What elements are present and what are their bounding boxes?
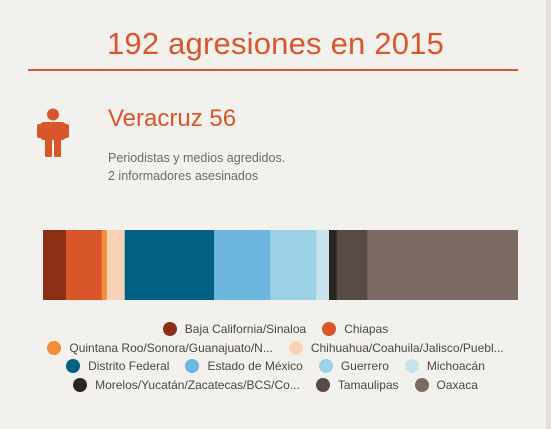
bar-segment-8 bbox=[316, 230, 330, 300]
bar-segment-1 bbox=[43, 230, 67, 300]
person-icon bbox=[37, 108, 69, 157]
legend-label: Guerrero bbox=[340, 359, 389, 374]
legend-swatch bbox=[322, 322, 337, 337]
legend-label: Michoacán bbox=[426, 359, 485, 374]
title-divider bbox=[28, 69, 518, 71]
legend-label: Tamaulipas bbox=[337, 377, 399, 392]
legend-item[interactable]: Chiapas bbox=[322, 322, 389, 337]
legend-swatch bbox=[315, 377, 330, 392]
legend-swatch bbox=[414, 377, 429, 392]
panel-edge bbox=[546, 0, 551, 429]
bar-segment-2 bbox=[65, 230, 103, 300]
legend-label: Distrito Federal bbox=[88, 359, 170, 374]
legend-item[interactable]: Estado de México bbox=[185, 359, 303, 374]
legend-swatch bbox=[318, 359, 333, 374]
legend-label: Estado de México bbox=[207, 359, 303, 374]
legend-row: Quintana Roo/Sonora/Guanajuato/N... Chihu… bbox=[0, 339, 551, 358]
chart-title: 192 agresiones en 2015 bbox=[106, 26, 445, 61]
legend-label: Chihuahua/Coahuila/Jalisco/Puebl... bbox=[310, 340, 504, 355]
bar-segment-10 bbox=[336, 230, 368, 300]
legend-swatch bbox=[404, 359, 419, 374]
legend-item[interactable]: Chihuahua/Coahuila/Jalisco/Puebl... bbox=[288, 340, 504, 355]
description-line: Periodistas y medios agredidos. bbox=[108, 151, 286, 165]
legend-row: Morelos/Yucatán/Zacatecas/BCS/Co... Tamau… bbox=[0, 376, 551, 395]
bar-segment-3 bbox=[101, 230, 108, 300]
legend-item[interactable]: Quintana Roo/Sonora/Guanajuato/N... bbox=[47, 340, 273, 355]
legend-swatch bbox=[66, 359, 81, 374]
legend-swatch bbox=[185, 359, 200, 374]
legend-row: Distrito Federal Estado de México Guerrero… bbox=[0, 357, 551, 376]
legend-swatch bbox=[47, 340, 62, 355]
bar-segment-6 bbox=[214, 230, 271, 300]
legend-item[interactable]: Baja California/Sinaloa bbox=[162, 322, 307, 337]
description-line: 2 informadores asesinados bbox=[108, 169, 259, 183]
legend-swatch bbox=[162, 322, 177, 337]
legend-swatch bbox=[73, 377, 88, 392]
state-headline: Veracruz 56 bbox=[108, 105, 237, 132]
legend-label: Chiapas bbox=[344, 322, 389, 337]
legend-item[interactable]: Distrito Federal bbox=[66, 359, 170, 374]
legend-label: Baja California/Sinaloa bbox=[184, 322, 307, 337]
legend-item[interactable]: Michoacán bbox=[404, 359, 485, 374]
legend-item[interactable]: Tamaulipas bbox=[315, 377, 399, 392]
legend-label: Morelos/Yucatán/Zacatecas/BCS/Co... bbox=[95, 377, 300, 392]
legend-row: Baja California/Sinaloa Chiapas bbox=[0, 320, 551, 339]
legend-item[interactable]: Morelos/Yucatán/Zacatecas/BCS/Co... bbox=[73, 377, 300, 392]
bar-segment-7 bbox=[270, 230, 317, 300]
bar-segment-9 bbox=[329, 230, 337, 300]
legend-label: Oaxaca bbox=[436, 377, 478, 392]
legend-item[interactable]: Guerrero bbox=[318, 359, 389, 374]
stacked-bar-chart bbox=[43, 230, 518, 300]
chart-legend: Baja California/Sinaloa Chiapas Quintana R… bbox=[0, 320, 551, 394]
bar-segment-4 bbox=[106, 230, 126, 300]
bar-segment-5 bbox=[124, 230, 215, 300]
legend-item[interactable]: Oaxaca bbox=[414, 377, 478, 392]
bar-segment-11 bbox=[367, 230, 518, 300]
legend-swatch bbox=[288, 340, 303, 355]
legend-label: Quintana Roo/Sonora/Guanajuato/N... bbox=[69, 340, 273, 355]
